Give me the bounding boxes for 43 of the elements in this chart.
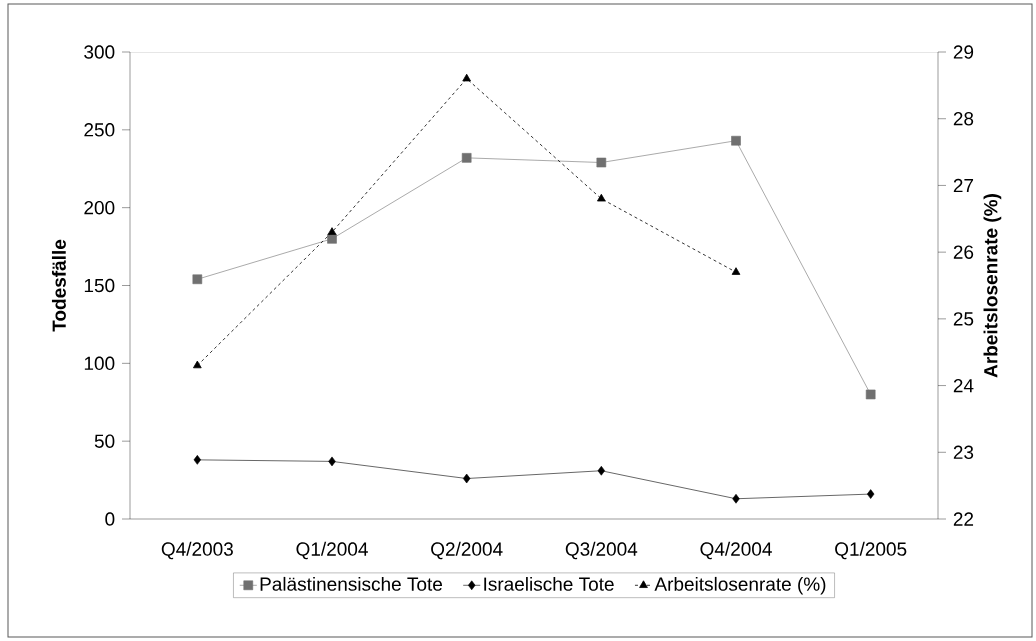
point [193,455,202,465]
point [865,389,876,400]
point [597,465,606,476]
point [731,267,741,275]
y2-tick-label: 28 [953,111,974,126]
y-tick-label: 150 [84,278,115,293]
point [461,153,472,163]
point [462,73,471,82]
y2-tick-label: 23 [953,445,974,460]
legend-label: Arbeitslosenrate (%) [654,576,826,595]
x-tick-label: Q3/2004 [565,541,638,560]
legend-label: Palästinensische Tote [260,576,443,591]
x-tick-label: Q4/2003 [161,541,233,560]
point [192,274,203,285]
y2-axis-title: Arbeitslosenrate (%) [983,194,1002,378]
y2-tick-label: 22 [953,512,974,526]
y-axis-title: Todesfälle [51,239,66,332]
point [596,157,607,168]
point [867,489,875,499]
point [327,234,337,244]
y-tick-label: 0 [105,512,115,526]
y-tick-label: 250 [84,123,115,137]
point [731,135,741,146]
point [328,456,336,467]
point [193,360,202,369]
y2-tick-label: 27 [953,178,974,193]
legend-label: Israelische Tote [484,576,614,591]
y-tick-label: 50 [94,434,115,448]
point [597,193,606,202]
y2-tick-label: 26 [953,245,974,259]
y2-tick-label: 29 [953,45,974,59]
y-tick-label: 100 [84,356,115,371]
y2-tick-label: 25 [953,312,974,326]
x-tick-label: Q2/2004 [431,541,503,560]
y-tick-label: 300 [84,45,115,59]
x-tick-label: Q1/2004 [296,541,368,560]
point [732,493,740,504]
y-tick-label: 200 [84,200,115,215]
point [327,227,337,235]
x-tick-label: Q1/2005 [835,541,907,560]
point [463,473,471,484]
y2-tick-label: 24 [953,378,974,393]
x-tick-label: Q4/2004 [700,541,772,560]
